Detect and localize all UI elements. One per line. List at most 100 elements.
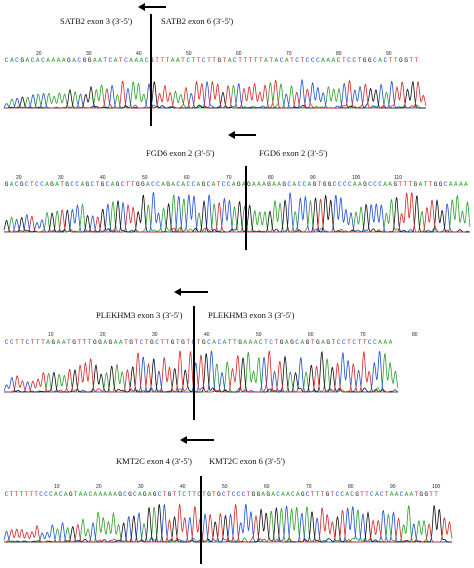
position-number: 20 (16, 175, 22, 181)
base-letter: G (68, 491, 73, 498)
base-letter: T (191, 57, 196, 64)
base-letter: T (238, 57, 242, 64)
base-letter: C (35, 181, 39, 188)
base-letter: T (87, 339, 92, 346)
base-letter: T (212, 491, 216, 498)
base-letter: G (267, 181, 271, 188)
base-letter: C (88, 491, 93, 498)
base-letter: A (103, 339, 107, 346)
base-letter: C (336, 339, 341, 346)
base-letter: A (61, 339, 66, 346)
base-letter: C (15, 57, 19, 64)
base-letter: C (342, 181, 347, 188)
base-letter: A (110, 181, 115, 188)
base-letter: A (46, 57, 50, 64)
position-number: 70 (360, 332, 366, 338)
base-letter: C (297, 181, 302, 188)
position-number: 60 (264, 484, 270, 490)
base-letter: T (155, 57, 159, 64)
base-letter: A (345, 491, 349, 498)
position-number: 70 (306, 484, 312, 490)
base-letter: C (4, 57, 9, 64)
base-letter: C (279, 57, 284, 64)
base-letter: A (383, 181, 387, 188)
base-letter: T (160, 339, 164, 346)
base-letter: C (49, 491, 53, 498)
base-letter: C (75, 181, 79, 188)
position-number: 60 (236, 51, 242, 57)
base-letter: A (418, 181, 423, 188)
position-number: 90 (390, 484, 396, 490)
base-letter: A (272, 181, 276, 188)
base-letter: G (217, 57, 222, 64)
base-letter: A (227, 57, 232, 64)
base-letter: A (378, 339, 382, 346)
trace-channel-t (4, 350, 398, 393)
base-letter: T (172, 491, 177, 498)
position-number: 40 (204, 332, 210, 338)
base-letter: T (125, 181, 130, 188)
base-letter: A (374, 491, 379, 498)
base-letter: C (370, 491, 374, 498)
base-letter: A (46, 339, 50, 346)
base-letter: A (78, 491, 83, 498)
base-letter: A (170, 57, 175, 64)
base-letter: A (352, 181, 357, 188)
chromatogram-trace (3, 350, 399, 393)
base-letter: T (73, 491, 78, 498)
base-letter: G (129, 339, 133, 346)
base-letter: C (182, 491, 186, 498)
base-letter: G (362, 57, 367, 64)
base-letter: G (201, 339, 206, 346)
base-letter: C (231, 491, 236, 498)
base-letter: C (221, 181, 226, 188)
base-letter: T (409, 57, 413, 64)
base-letter: T (384, 491, 389, 498)
base-letter: T (388, 57, 393, 64)
trace-channel-g (4, 350, 398, 393)
base-letter: A (281, 491, 285, 498)
right-exon-label: PLEKHM3 exon 3 (3'-5') (208, 310, 295, 320)
base-letter: A (409, 491, 414, 498)
base-letter: C (276, 491, 280, 498)
position-number: 10 (48, 332, 54, 338)
base-letter: G (87, 57, 92, 64)
base-letter: T (20, 339, 24, 346)
base-letter: A (264, 57, 268, 64)
base-letter: T (60, 181, 64, 188)
base-letter: T (227, 339, 232, 346)
base-letter: A (453, 181, 458, 188)
base-letter: C (373, 339, 377, 346)
base-letter: C (77, 57, 81, 64)
base-letter: C (133, 491, 137, 498)
base-letter: A (389, 491, 394, 498)
base-letter: A (55, 181, 59, 188)
base-letter: C (176, 181, 180, 188)
base-letter: C (352, 339, 356, 346)
base-letter: G (246, 181, 251, 188)
base-letter: T (181, 57, 185, 64)
base-letter: C (258, 339, 263, 346)
base-letter: A (103, 491, 107, 498)
base-letter: A (307, 181, 312, 188)
base-letter: G (19, 181, 24, 188)
base-letter: T (82, 339, 87, 346)
base-letter: T (357, 339, 362, 346)
base-letter: G (282, 181, 286, 188)
base-letter: C (347, 57, 351, 64)
base-letter: C (352, 57, 356, 64)
base-letter: A (147, 491, 152, 498)
base-letter: T (243, 57, 247, 64)
base-letter: C (108, 57, 113, 64)
base-letter: A (300, 339, 305, 346)
position-number: 30 (138, 484, 144, 490)
base-letter: T (19, 491, 24, 498)
base-letter: T (315, 491, 320, 498)
position-number: 80 (412, 332, 418, 338)
base-letter: A (54, 491, 58, 498)
base-letter: C (379, 491, 384, 498)
base-letter: T (202, 491, 206, 498)
base-letter: T (347, 339, 351, 346)
base-letter: A (51, 57, 56, 64)
base-letter: A (63, 491, 68, 498)
